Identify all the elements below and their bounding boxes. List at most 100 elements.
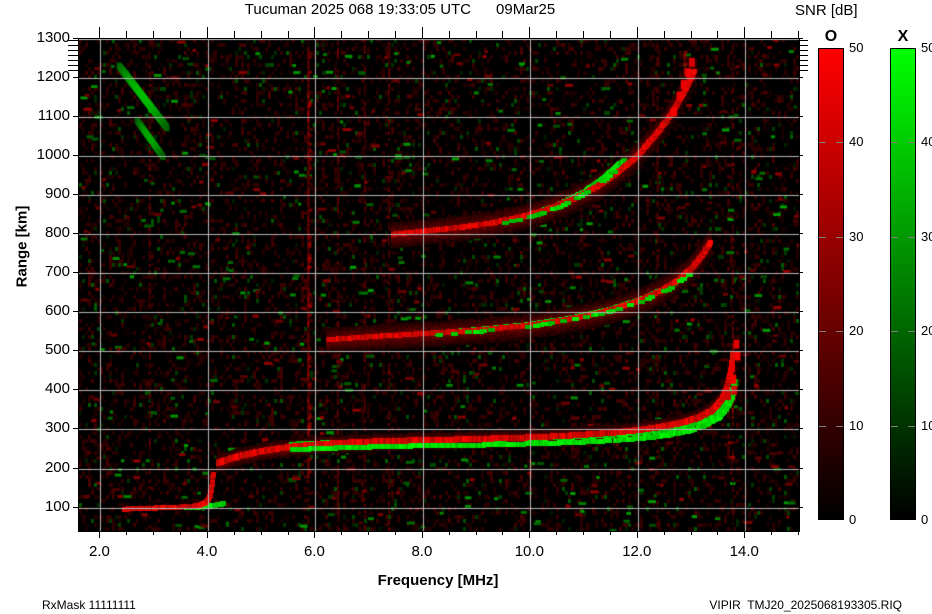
tick-mark: [798, 311, 803, 312]
ionogram-plot-area: [78, 38, 800, 532]
x-tick-label: 6.0: [303, 543, 325, 560]
tick-mark: [422, 531, 423, 538]
tick-mark: [502, 531, 503, 535]
tick-mark: [180, 531, 181, 535]
colorbar-x-mode-letter: X: [897, 28, 909, 45]
x-tick-label: 8.0: [411, 543, 433, 560]
tick-mark: [288, 31, 289, 38]
tick-mark: [73, 272, 78, 273]
tick-mark: [73, 77, 78, 78]
colorbar-tick-label: 10: [921, 417, 932, 433]
colorbar-tick-mark: [908, 331, 915, 332]
colorbar-tick-mark: [891, 426, 898, 427]
y-tick-label: 300: [44, 419, 70, 437]
y-tick-label: 200: [44, 458, 70, 476]
tick-mark: [691, 31, 692, 38]
x-tick-label: 2.0: [89, 543, 110, 560]
tick-mark: [798, 77, 803, 78]
tick-mark: [73, 311, 78, 312]
y-tick-label: 1200: [36, 68, 70, 86]
y-tick-label: 1300: [36, 29, 70, 46]
tick-mark: [73, 389, 78, 390]
tick-mark: [368, 531, 369, 535]
tick-mark: [798, 350, 803, 351]
x-axis-title: Frequency [MHz]: [377, 572, 499, 589]
y-tick-label: 900: [44, 185, 70, 203]
tick-mark: [73, 116, 78, 117]
tick-mark: [798, 40, 808, 41]
colorbar-tick-mark: [836, 426, 843, 427]
tick-mark: [68, 70, 78, 71]
tick-mark: [502, 31, 503, 38]
tick-mark: [341, 531, 342, 535]
x-tick-label: 10.0: [514, 543, 544, 560]
tick-mark: [798, 272, 803, 273]
colorbar-tick-mark: [836, 331, 843, 332]
tick-mark: [234, 531, 235, 535]
tick-mark: [637, 531, 638, 538]
tick-mark: [798, 194, 803, 195]
y-tick-label: 800: [44, 224, 70, 242]
colorbar-tick-label: 30: [921, 228, 932, 244]
tick-mark: [449, 531, 450, 535]
tick-mark: [798, 31, 799, 38]
tick-mark: [583, 31, 584, 38]
colorbar-tick-mark: [891, 237, 898, 238]
tick-mark: [664, 531, 665, 535]
colorbar-tick-label: 10: [849, 417, 864, 433]
tick-mark: [314, 27, 315, 38]
tick-mark: [798, 65, 808, 66]
colorbar-x-mode: [890, 48, 916, 520]
tick-mark: [341, 31, 342, 38]
colorbar-tick-mark: [908, 237, 915, 238]
y-axis-title: Range [km]: [13, 205, 31, 288]
y-tick-label: 600: [44, 302, 70, 320]
tick-mark: [744, 27, 745, 38]
tick-mark: [73, 38, 78, 39]
colorbar-tick-label: 40: [921, 134, 932, 150]
tick-mark: [126, 531, 127, 535]
tick-mark: [73, 194, 78, 195]
tick-mark: [261, 31, 262, 38]
tick-mark: [68, 40, 78, 41]
tick-mark: [68, 45, 78, 46]
tick-mark: [395, 531, 396, 535]
tick-mark: [798, 507, 803, 508]
tick-mark: [664, 31, 665, 38]
y-tick-label: 500: [44, 341, 70, 359]
tick-mark: [68, 65, 78, 66]
tick-mark: [68, 60, 78, 61]
colorbar-tick-label: 50: [921, 40, 932, 55]
colorbar-tick-mark: [819, 237, 826, 238]
y-tick-label: 1000: [36, 146, 70, 164]
tick-mark: [717, 531, 718, 535]
tick-mark: [798, 468, 803, 469]
tick-mark: [207, 531, 208, 538]
colorbar-tick-mark: [908, 426, 915, 427]
colorbar-tick-label: 20: [849, 323, 864, 339]
y-tick-label: 100: [44, 497, 70, 515]
colorbar-tick-mark: [908, 142, 915, 143]
colorbar-title: SNR [dB]: [795, 2, 858, 19]
tick-mark: [314, 531, 315, 538]
page-title: Tucuman 2025 068 19:33:05 UTC 09Mar25: [244, 1, 556, 18]
tick-mark: [556, 531, 557, 535]
tick-mark: [610, 531, 611, 535]
tick-mark: [207, 27, 208, 38]
colorbar-tick-label: 0: [849, 512, 857, 527]
colorbar-tick-mark: [891, 142, 898, 143]
tick-mark: [798, 531, 799, 535]
colorbar-tick-mark: [819, 426, 826, 427]
colorbar-tick-label: 40: [849, 134, 864, 150]
colorbar-tick-label: 20: [921, 323, 932, 339]
tick-mark: [180, 31, 181, 38]
tick-mark: [556, 31, 557, 38]
tick-mark: [798, 389, 803, 390]
tick-mark: [798, 233, 803, 234]
tick-mark: [771, 531, 772, 535]
tick-mark: [798, 45, 808, 46]
tick-mark: [73, 507, 78, 508]
colorbar-tick-mark: [819, 142, 826, 143]
colorbar-tick-label: 30: [849, 228, 864, 244]
rxmask-label: RxMask 11111111: [42, 598, 136, 612]
